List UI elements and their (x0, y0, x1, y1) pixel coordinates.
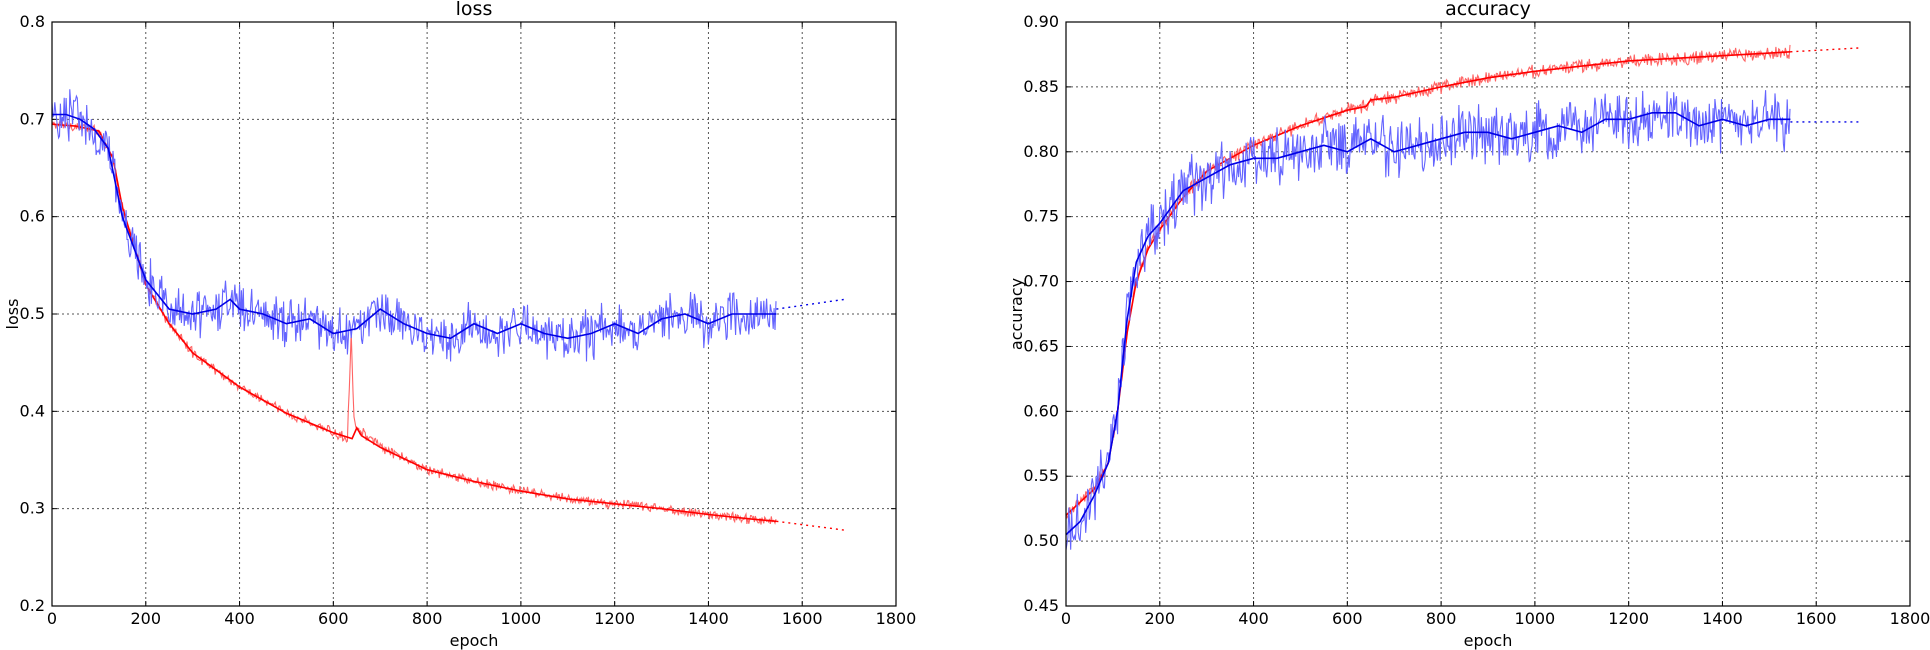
plot-frame (51, 21, 897, 607)
x-tick-label: 1400 (1702, 609, 1743, 628)
y-tick-label: 0.80 (1023, 142, 1059, 161)
y-tick-label: 0.45 (1023, 596, 1059, 615)
y-tick-label: 0.75 (1023, 207, 1059, 226)
y-tick-label: 0.3 (20, 499, 45, 518)
series-validation-smoothed (52, 113, 777, 340)
x-tick-label: 1600 (1796, 609, 1837, 628)
y-tick-label: 0.4 (20, 401, 45, 420)
x-axis-title: epoch (1464, 631, 1513, 650)
x-tick-label: 0 (47, 609, 57, 628)
series-train-extrapolated (1790, 47, 1859, 53)
plot-frame (1065, 21, 1911, 607)
x-tick-label: 1800 (1890, 609, 1930, 628)
x-tick-label: 400 (224, 609, 255, 628)
y-axis-title: accuracy (1007, 278, 1026, 350)
x-tick-label: 200 (131, 609, 162, 628)
x-tick-label: 800 (1426, 609, 1457, 628)
y-tick-label: 0.2 (20, 596, 45, 615)
series-validation-smoothed (1066, 112, 1791, 536)
x-tick-label: 800 (412, 609, 443, 628)
series-validation-extrapolated (776, 298, 845, 310)
series-validation-raw (52, 89, 777, 362)
y-tick-label: 0.85 (1023, 77, 1059, 96)
accuracy-chart: accuracy 0 200 400 600 800 1000 1200 1400 1600 180… (1007, 0, 1930, 650)
x-tick-label: 200 (1145, 609, 1176, 628)
y-tick-label: 0.55 (1023, 466, 1059, 485)
plot-area (52, 89, 845, 531)
x-tick-label: 0 (1061, 609, 1071, 628)
y-tick-label: 0.6 (20, 207, 45, 226)
x-tick-label: 600 (1332, 609, 1363, 628)
series-train-smoothed (52, 123, 777, 523)
x-tick-label: 1600 (782, 609, 823, 628)
plot-area (1066, 44, 1859, 551)
y-tick-label: 0.65 (1023, 336, 1059, 355)
x-axis-title: epoch (450, 631, 499, 650)
series-train-raw (52, 120, 777, 525)
x-tick-label: 600 (318, 609, 349, 628)
y-tick-label: 0.5 (20, 304, 45, 323)
loss-title: loss (456, 0, 493, 20)
y-tick-label: 0.7 (20, 109, 45, 128)
y-tick-label: 0.70 (1023, 272, 1059, 291)
accuracy-title: accuracy (1445, 0, 1531, 20)
loss-chart: loss 0 200 400 600 800 1000 1200 1400 1600 1800 0.2… (3, 0, 916, 650)
y-axis-title: loss (3, 299, 22, 330)
x-tick-label: 1000 (501, 609, 542, 628)
x-tick-label: 1400 (688, 609, 729, 628)
y-tick-label: 0.8 (20, 12, 45, 31)
x-tick-label: 1200 (594, 609, 635, 628)
x-tick-label: 1200 (1608, 609, 1649, 628)
series-train-extrapolated (776, 520, 845, 531)
series-validation-raw (1066, 90, 1791, 551)
x-tick-label: 400 (1238, 609, 1269, 628)
y-tick-label: 0.50 (1023, 531, 1059, 550)
y-tick-label: 0.60 (1023, 401, 1059, 420)
x-tick-label: 1000 (1515, 609, 1556, 628)
y-tick-label: 0.90 (1023, 12, 1059, 31)
x-tick-label: 1800 (876, 609, 917, 628)
